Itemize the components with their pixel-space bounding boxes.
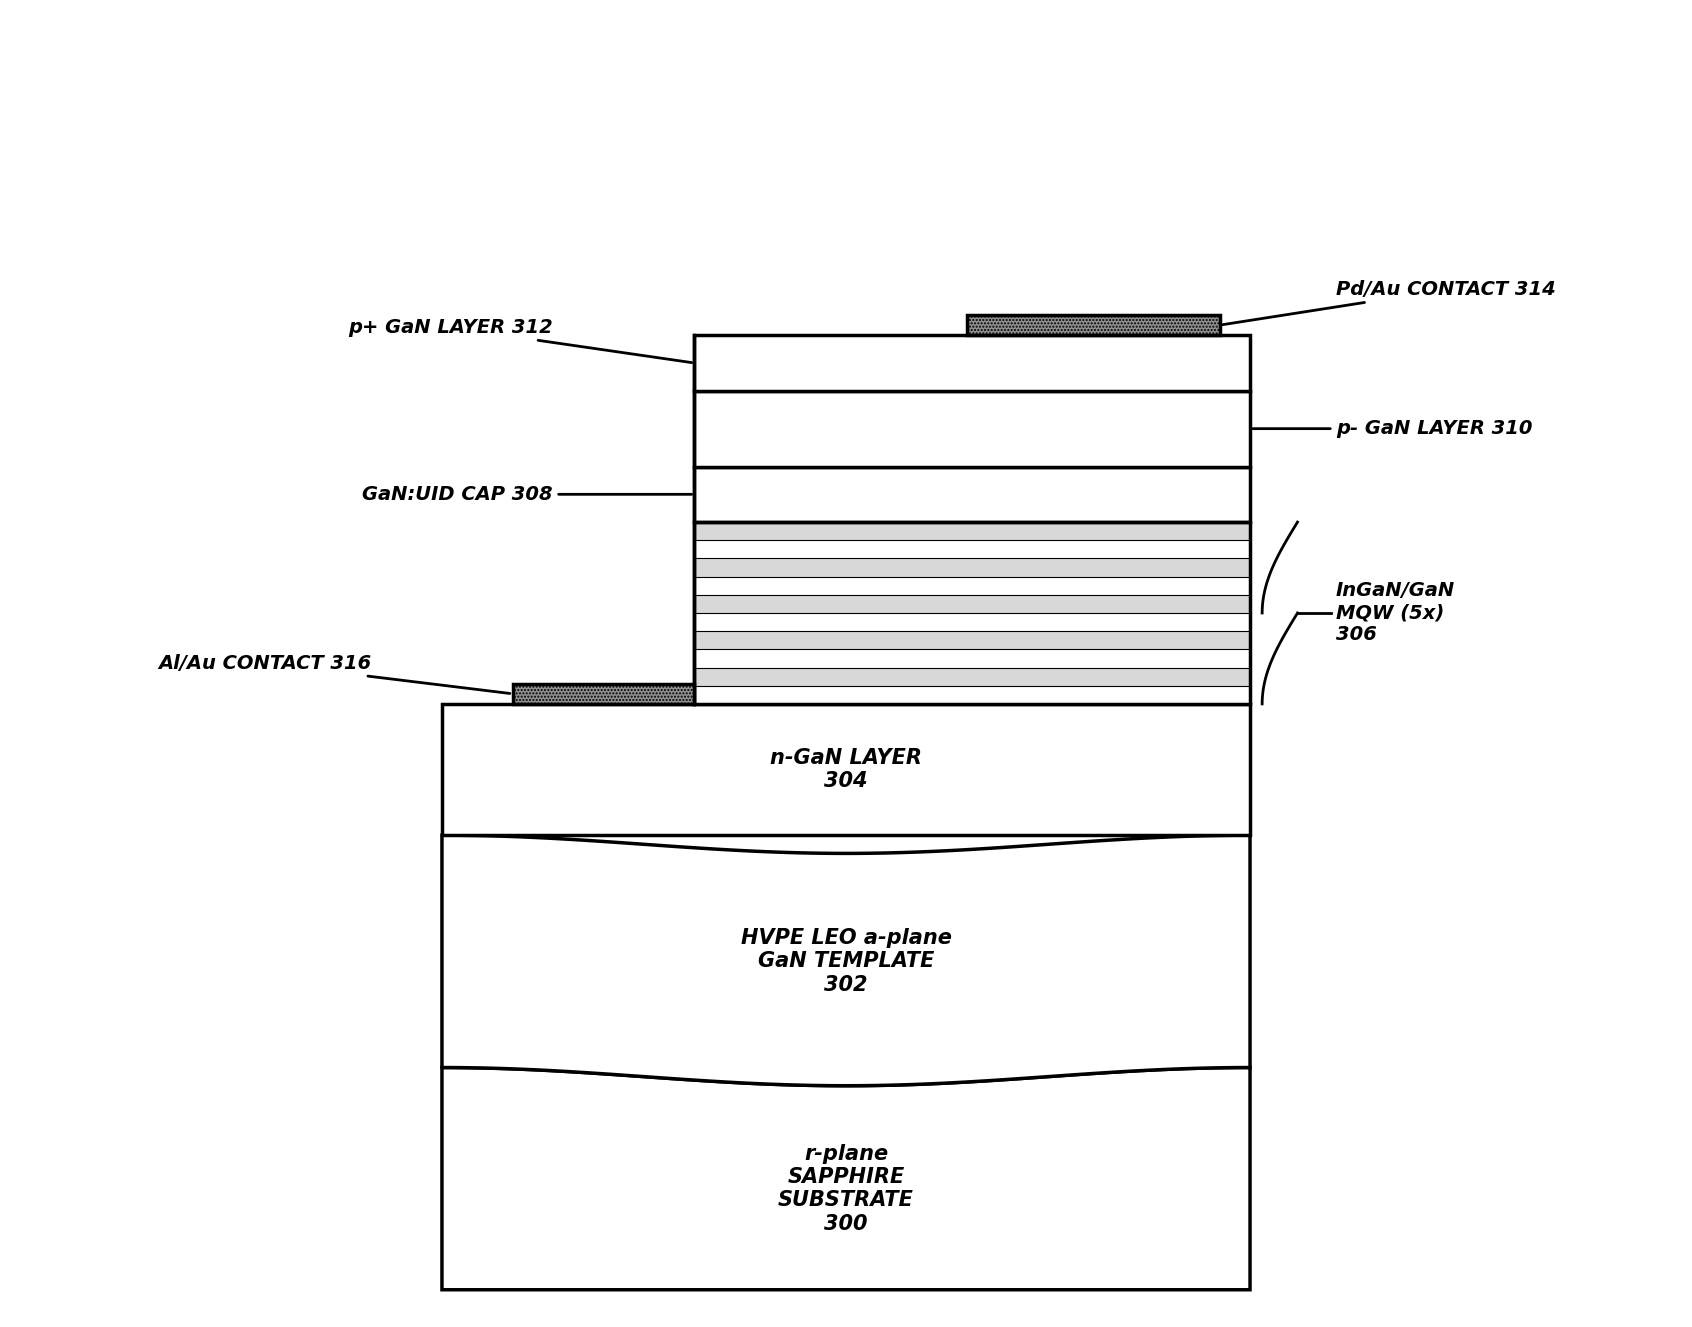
Text: n-GaN LAYER
304: n-GaN LAYER 304 bbox=[770, 748, 922, 791]
Bar bbox=[968, 314, 1220, 336]
Text: r-plane
SAPPHIRE
SUBSTRATE
300: r-plane SAPPHIRE SUBSTRATE 300 bbox=[778, 1144, 914, 1234]
Text: HVPE LEO a-plane
GaN TEMPLATE
302: HVPE LEO a-plane GaN TEMPLATE 302 bbox=[741, 929, 951, 995]
Bar bbox=[694, 686, 1250, 703]
Text: Pd/Au CONTACT 314: Pd/Au CONTACT 314 bbox=[1223, 280, 1555, 325]
Bar bbox=[694, 577, 1250, 594]
Bar bbox=[694, 336, 1250, 390]
Bar bbox=[513, 683, 694, 703]
Bar bbox=[694, 649, 1250, 667]
Bar bbox=[694, 522, 1250, 540]
Text: Al/Au CONTACT 316: Al/Au CONTACT 316 bbox=[157, 654, 509, 694]
Bar bbox=[694, 559, 1250, 577]
Bar bbox=[694, 613, 1250, 632]
Bar bbox=[694, 632, 1250, 649]
Bar bbox=[694, 540, 1250, 559]
Bar bbox=[694, 667, 1250, 686]
Bar bbox=[694, 390, 1250, 467]
Text: GaN:UID CAP 308: GaN:UID CAP 308 bbox=[362, 484, 692, 504]
Text: InGaN/GaN
MQW (5x)
306: InGaN/GaN MQW (5x) 306 bbox=[1337, 581, 1455, 645]
Bar bbox=[694, 594, 1250, 613]
Text: p+ GaN LAYER 312: p+ GaN LAYER 312 bbox=[349, 318, 692, 362]
Bar bbox=[442, 703, 1250, 835]
Polygon shape bbox=[442, 1067, 1250, 1290]
Text: p- GaN LAYER 310: p- GaN LAYER 310 bbox=[1252, 419, 1533, 438]
Polygon shape bbox=[442, 835, 1250, 1085]
Bar bbox=[694, 522, 1250, 703]
Bar bbox=[694, 467, 1250, 522]
